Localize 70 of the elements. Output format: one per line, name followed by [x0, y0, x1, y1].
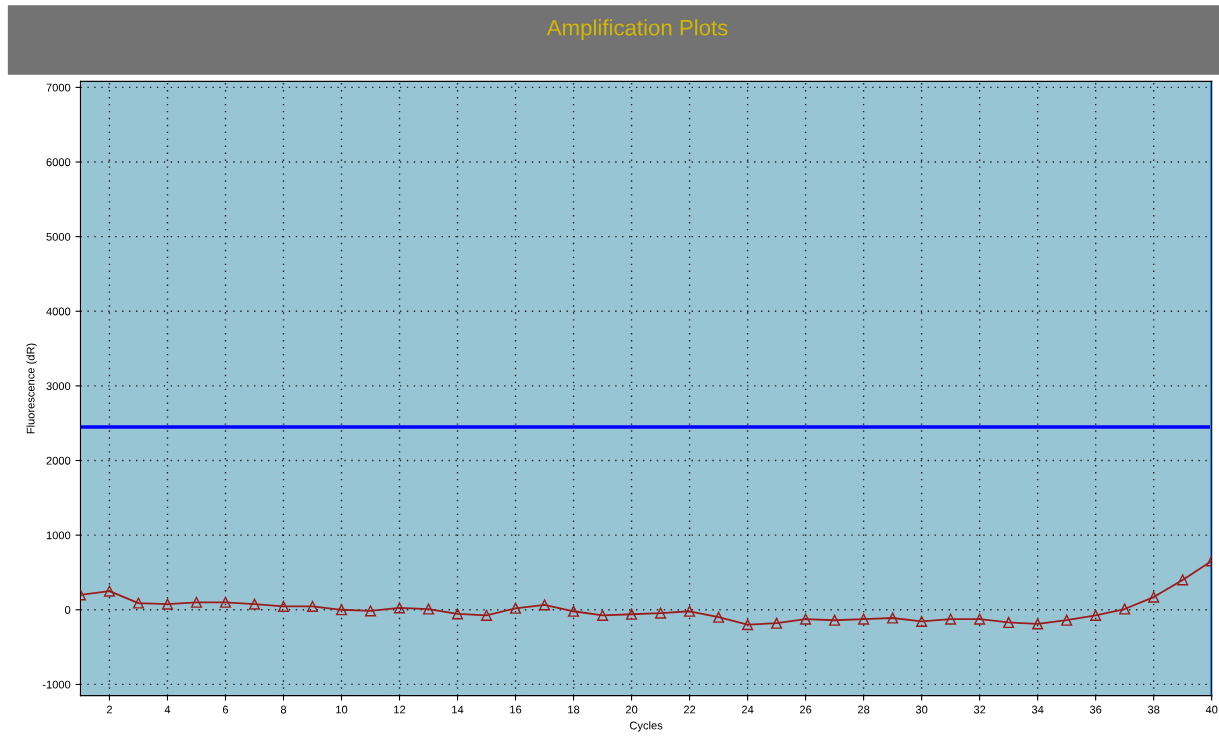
y-tick-label: 6000	[46, 158, 71, 167]
y-tick-label: 4000	[46, 307, 71, 316]
x-tick-label: 34	[1031, 705, 1044, 714]
point	[538, 599, 551, 611]
point	[1003, 616, 1015, 629]
point	[684, 605, 696, 617]
x-tick-label: 6	[222, 705, 229, 714]
x-tick-label: 12	[394, 705, 406, 714]
point	[393, 602, 406, 614]
point	[277, 600, 290, 612]
y-tick-label: 0	[64, 606, 71, 614]
x-tick-label: 4	[164, 705, 171, 714]
point	[132, 597, 145, 609]
point	[103, 585, 116, 597]
point	[248, 598, 261, 610]
point	[597, 609, 609, 621]
point	[916, 615, 928, 627]
point	[364, 605, 377, 617]
point	[626, 608, 638, 620]
point	[480, 609, 493, 621]
point	[655, 607, 667, 619]
point	[335, 604, 348, 616]
y-tick-label: 3000	[46, 382, 71, 391]
y-tick-label: 2000	[46, 456, 71, 465]
chart-title: Amplification Plots	[546, 19, 728, 40]
x-tick-label: 26	[799, 705, 812, 714]
y-tick-label: 1000	[46, 531, 71, 540]
x-tick-label: 16	[510, 705, 522, 714]
point	[945, 613, 957, 625]
point	[509, 602, 522, 614]
point	[567, 605, 580, 617]
point	[1090, 609, 1102, 621]
x-tick-label: 8	[280, 705, 287, 714]
x-tick-label: 32	[973, 705, 986, 714]
y-tick-label: 5000	[46, 232, 71, 241]
point	[190, 596, 203, 608]
y-tick-label: -1000	[42, 680, 71, 689]
point	[1061, 614, 1073, 626]
y-tick-label: 7000	[46, 83, 71, 92]
x-tick-label: 18	[568, 705, 580, 714]
point	[1032, 618, 1044, 630]
x-tick-label: 2	[106, 705, 112, 714]
x-tick-label: 28	[857, 705, 870, 714]
point	[422, 603, 435, 615]
point	[1148, 591, 1160, 603]
point	[1119, 603, 1131, 615]
point	[800, 613, 812, 625]
x-tick-label: 14	[452, 705, 464, 714]
point	[771, 617, 783, 629]
x-tick-label: 38	[1147, 705, 1160, 714]
point	[974, 613, 986, 625]
point	[829, 614, 841, 626]
x-tick-label: 36	[1089, 705, 1102, 714]
point	[1177, 574, 1189, 586]
point	[451, 608, 464, 620]
x-tick-label: 40	[1205, 705, 1218, 714]
point	[306, 600, 319, 612]
point	[887, 612, 899, 624]
point	[713, 611, 725, 623]
x-tick-label: 10	[336, 705, 348, 714]
point	[219, 596, 232, 608]
point	[742, 619, 754, 631]
x-axis-title: Cycles	[629, 721, 663, 732]
x-tick-label: 22	[683, 705, 696, 714]
x-tick-label: 24	[741, 705, 754, 714]
point	[858, 613, 870, 625]
y-axis-title: Fluorescence (dR)	[26, 343, 37, 434]
x-tick-label: 20	[625, 705, 638, 714]
x-tick-label: 30	[915, 705, 928, 714]
point	[161, 598, 174, 610]
